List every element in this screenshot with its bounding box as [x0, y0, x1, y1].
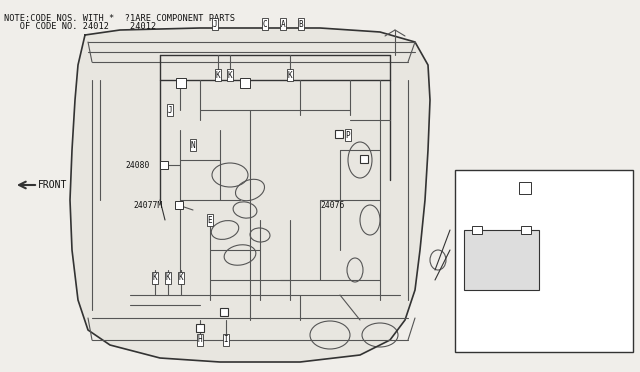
Bar	[360, 155, 368, 163]
Text: B: B	[299, 19, 303, 29]
Text: - 24080: - 24080	[510, 291, 544, 299]
Bar	[472, 226, 482, 234]
Text: 24080: 24080	[125, 160, 149, 170]
Bar	[220, 308, 228, 316]
Text: FRONT: FRONT	[38, 180, 67, 190]
Text: H: H	[198, 336, 202, 344]
Text: 24076: 24076	[320, 201, 344, 209]
Text: - 24381M?1: - 24381M?1	[539, 203, 588, 212]
Text: 24077M: 24077M	[133, 201, 163, 209]
Bar	[160, 161, 168, 169]
Text: NOTE:CODE NOS. WITH *  ?1ARE COMPONENT PARTS: NOTE:CODE NOS. WITH * ?1ARE COMPONENT PA…	[4, 14, 235, 23]
Bar	[519, 182, 531, 194]
Bar	[240, 78, 250, 88]
Text: J: J	[168, 106, 172, 115]
Text: °08146-8162G: °08146-8162G	[480, 253, 536, 262]
Text: M: M	[532, 180, 538, 189]
Text: K: K	[166, 273, 170, 282]
Bar	[175, 201, 183, 209]
Polygon shape	[70, 28, 430, 362]
Text: 24015G: 24015G	[461, 311, 490, 320]
Bar	[464, 230, 539, 290]
Bar	[196, 324, 204, 332]
Bar	[455, 170, 633, 352]
Text: K: K	[288, 71, 292, 80]
Text: K: K	[216, 71, 220, 80]
Text: 24345: 24345	[462, 180, 486, 189]
Text: 24016P?1: 24016P?1	[462, 203, 501, 212]
Text: A: A	[281, 19, 285, 29]
Text: K: K	[179, 273, 183, 282]
Text: R240007J: R240007J	[553, 340, 590, 350]
Text: I: I	[224, 336, 228, 344]
Text: K: K	[228, 71, 232, 80]
Text: J: J	[212, 19, 218, 29]
Text: C: C	[262, 19, 268, 29]
Bar	[521, 226, 531, 234]
Bar	[335, 130, 343, 138]
Text: B: B	[482, 253, 486, 259]
Text: P: P	[346, 131, 350, 140]
Text: OF CODE NO. 24012    24012: OF CODE NO. 24012 24012	[4, 22, 156, 31]
Text: E: E	[208, 215, 212, 224]
Text: K: K	[153, 273, 157, 282]
Text: N: N	[191, 141, 195, 150]
Bar	[176, 78, 186, 88]
Circle shape	[477, 249, 491, 263]
